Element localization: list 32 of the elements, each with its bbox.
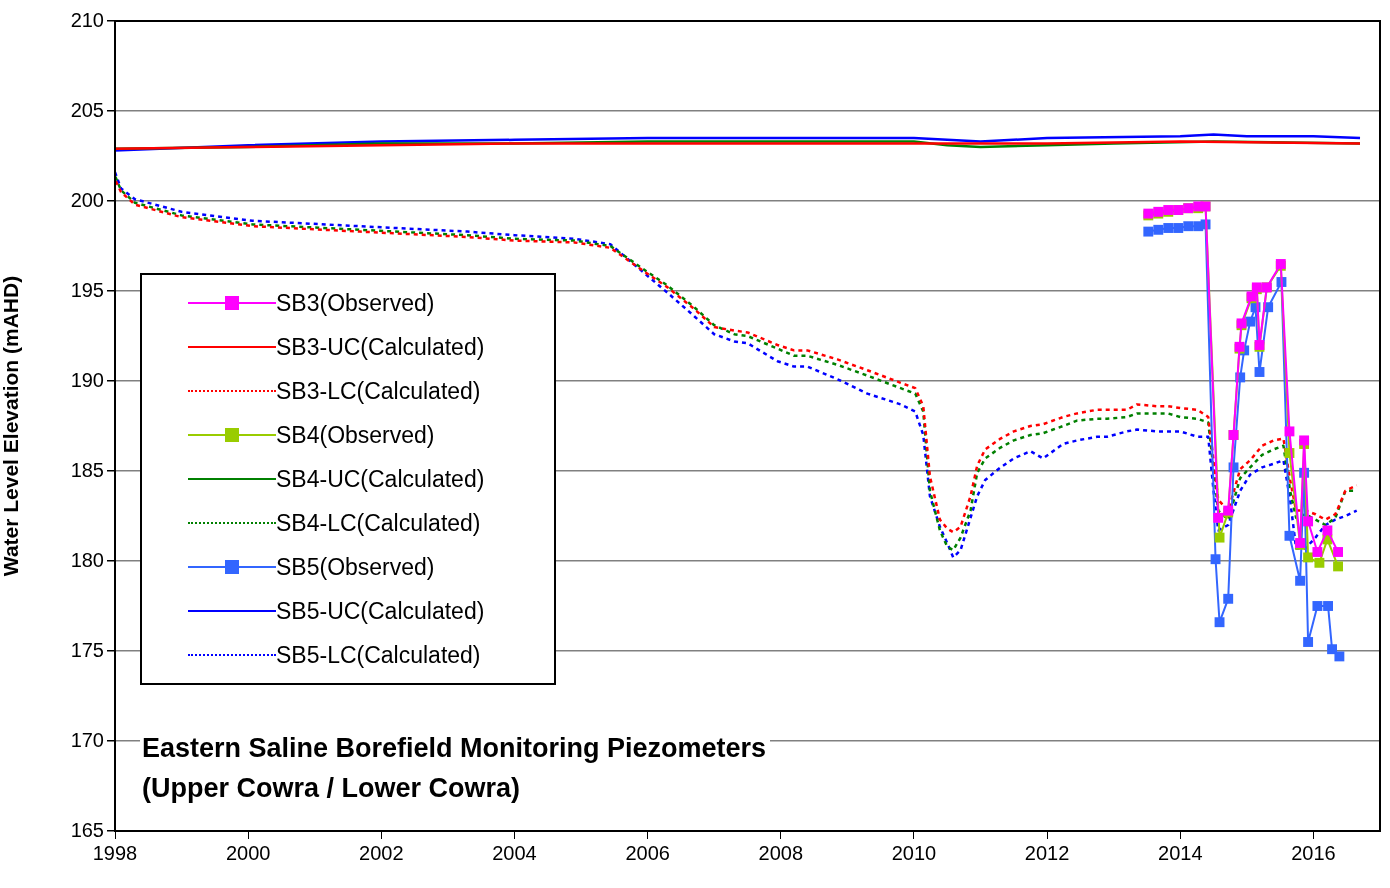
y-tick-label: 165: [70, 818, 104, 841]
legend-label: SB3-LC(Calculated): [276, 377, 481, 405]
text: Eastern Saline Borefield Monitoring Piezometers: [142, 732, 767, 765]
x-tick-label: 2012: [1024, 841, 1070, 864]
legend-label: SB3(Observed): [276, 289, 435, 317]
legend-label: SB5(Observed): [276, 553, 435, 581]
x-tick-label: 2002: [359, 841, 404, 864]
x-tick-label: 2008: [758, 841, 804, 864]
y-tick-label: 170: [70, 728, 104, 751]
legend-label: SB4(Observed): [276, 421, 435, 449]
legend-label: SB4-LC(Calculated): [276, 509, 481, 537]
x-tick-label: 2006: [625, 841, 670, 864]
y-tick-label: 180: [70, 548, 104, 571]
legend-label: SB5-UC(Calculated): [276, 597, 485, 625]
y-tick-label: 175: [70, 638, 104, 661]
x-tick-label: 2000: [225, 841, 271, 864]
text: (Upper Cowra / Lower Cowra): [142, 772, 522, 805]
y-tick-label: 210: [70, 8, 104, 31]
y-tick-label: 185: [70, 458, 104, 481]
y-tick-label: 195: [70, 278, 104, 301]
x-tick-label: 2016: [1291, 841, 1336, 864]
legend-label: SB3-UC(Calculated): [276, 333, 485, 361]
x-tick-label: 2004: [492, 841, 537, 864]
y-tick-label: 190: [70, 368, 104, 391]
y-tick-label: 200: [70, 188, 104, 211]
x-tick-label: 2010: [891, 841, 937, 864]
x-tick-label: 1998: [92, 841, 138, 864]
y-tick-label: 205: [70, 98, 104, 121]
legend-label: SB4-UC(Calculated): [276, 465, 485, 493]
y-axis-title: Water Level Elevation (mAHD): [0, 275, 23, 577]
x-tick-label: 2014: [1158, 841, 1203, 864]
legend-label: SB5-LC(Calculated): [276, 641, 481, 669]
